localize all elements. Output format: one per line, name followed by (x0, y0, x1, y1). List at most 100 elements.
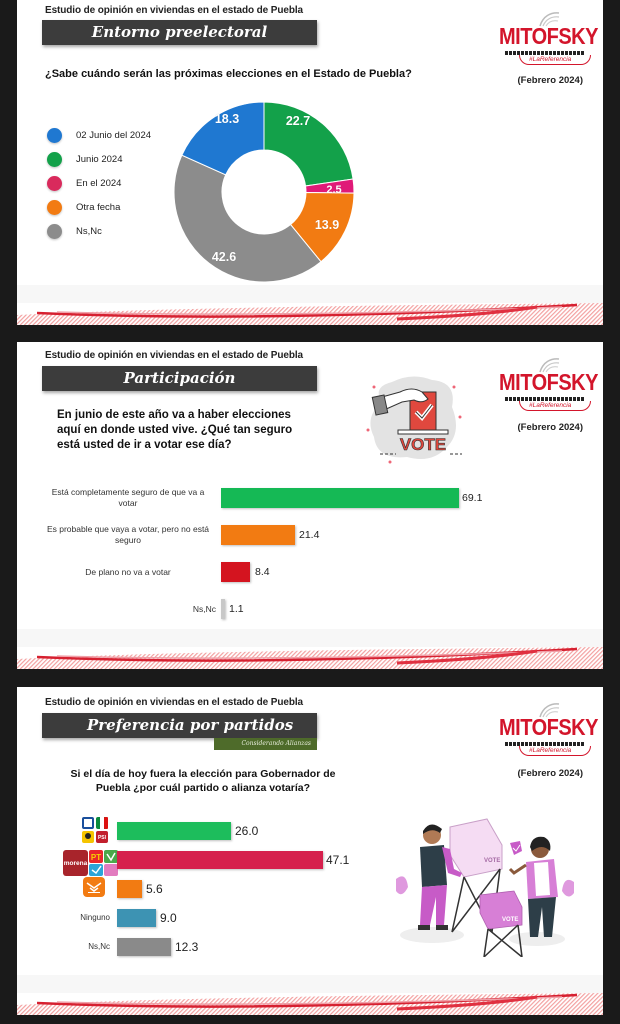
survey-date: (Febrero 2024) (517, 768, 583, 779)
svg-text:PSI: PSI (98, 835, 107, 841)
logo-swirl-icon (539, 358, 560, 373)
bar-label: De plano no va a votar (85, 567, 171, 577)
bar-value: 47.1 (326, 853, 350, 867)
bar-row: Es probable que vaya a votar, pero no es… (17, 522, 603, 550)
bar-label: Está completamente seguro de que va a vo… (51, 487, 205, 508)
bar (221, 488, 459, 508)
svg-text:VOTE: VOTE (400, 435, 446, 454)
legend-item: Ns,Nc (47, 223, 102, 239)
logo-swirl-icon (539, 12, 560, 27)
survey-date: (Febrero 2024) (517, 422, 583, 433)
bar (117, 909, 156, 927)
slide-preferencia-partidos: Estudio de opinión en viviendas en el es… (17, 687, 603, 1015)
bar (221, 562, 250, 582)
legend-swatch (47, 151, 62, 167)
section-title: Preferencia por partidos (42, 713, 317, 738)
question-line: Puebla ¿por cuál partido o alianza votar… (95, 782, 311, 794)
alliance-morena-pt-pvem-logo: morena PT (63, 849, 119, 877)
bar-row: 5.6 (17, 880, 603, 902)
brand-name: MITOFSKY (499, 370, 598, 396)
decorative-wave (17, 285, 603, 325)
decorative-wave (17, 975, 603, 1015)
bar (117, 822, 231, 840)
question-text: En junio de este año va a haber eleccion… (57, 408, 292, 453)
bar-row: Está completamente seguro de que va a vo… (17, 485, 603, 513)
bar-value: 21.4 (299, 529, 320, 541)
legend-item: 02 Junio del 2024 (47, 127, 151, 143)
slice-label: 22.7 (285, 114, 311, 128)
section-subtitle: Considerando Alianzas (214, 738, 317, 750)
brand-tag: #LaReferencia (529, 56, 572, 63)
brand-tag: #LaReferencia (529, 402, 572, 409)
bar (117, 938, 171, 956)
bar-value: 9.0 (160, 911, 177, 925)
section-title: Entorno preelectoral (42, 20, 317, 45)
slice-label: 13.9 (314, 218, 340, 232)
question-line: Si el día de hoy fuera la elección para … (70, 768, 336, 780)
survey-date: (Febrero 2024) (517, 75, 583, 86)
legend-item: En el 2024 (47, 175, 121, 191)
bar-value: 5.6 (146, 882, 163, 896)
vote-box-icon: VOTE (362, 372, 467, 467)
bar-value: 69.1 (462, 492, 483, 504)
question-text: ¿Sabe cuándo serán las próximas eleccion… (45, 68, 412, 80)
legend-item: Junio 2024 (47, 151, 122, 167)
question-text: Si el día de hoy fuera la elección para … (53, 767, 353, 795)
brand-stripe (505, 51, 585, 55)
question-line: En junio de este año va a haber eleccion… (57, 409, 291, 421)
alliance-pan-pri-prd-logo: PSI (81, 816, 109, 844)
legend-swatch (47, 175, 62, 191)
mitofsky-logo: MITOFSKY #LaReferencia (499, 356, 598, 416)
people-voting-illustration: VOTE VOTE (392, 807, 582, 958)
bar-value: 26.0 (235, 824, 259, 838)
bar-row: Ns,Nc 1.1 (17, 596, 603, 624)
mitofsky-logo: MITOFSKY #LaReferencia (499, 701, 598, 761)
slice-label: 2.5 (326, 184, 342, 196)
slide-entorno-preelectoral: Estudio de opinión en viviendas en el es… (17, 0, 603, 325)
legend-swatch (47, 199, 62, 215)
bar-label: Es probable que vaya a votar, pero no es… (46, 524, 210, 545)
bar-row: 26.0 (17, 822, 603, 844)
donut-svg (173, 101, 355, 283)
bar (117, 851, 323, 869)
legend-item: Otra fecha (47, 199, 120, 215)
brand-tag: #LaReferencia (529, 747, 572, 754)
slice-label: 18.3 (214, 112, 240, 126)
legend-label: 02 Junio del 2024 (76, 129, 152, 141)
bar (117, 880, 142, 898)
decorative-wave (17, 629, 603, 669)
slice-label: 42.6 (211, 250, 237, 264)
bar-row: De plano no va a votar 8.4 (17, 559, 603, 587)
brand-name: MITOFSKY (499, 24, 598, 50)
study-title: Estudio de opinión en viviendas en el es… (45, 697, 303, 708)
slide-participacion: Estudio de opinión en viviendas en el es… (17, 342, 603, 669)
logo-swirl-icon (539, 703, 560, 718)
mitofsky-logo: MITOFSKY #LaReferencia (499, 10, 598, 70)
legend-label: Junio 2024 (76, 153, 123, 165)
bar-label: Ns,Nc (192, 604, 216, 614)
donut-slice (181, 101, 265, 176)
question-line: está usted de ir a votar ese día? (57, 439, 232, 451)
svg-text:VOTE: VOTE (484, 858, 500, 864)
bar (221, 599, 225, 619)
study-title: Estudio de opinión en viviendas en el es… (45, 5, 303, 16)
bar-label: Ninguno (80, 913, 110, 922)
bar-value: 12.3 (175, 940, 199, 954)
svg-text:PT: PT (91, 853, 101, 862)
bar-row: 47.1 (17, 851, 603, 873)
legend-label: En el 2024 (76, 177, 122, 189)
legend-label: Ns,Nc (76, 225, 102, 237)
mc-logo (83, 877, 105, 897)
donut-chart: 18.3 22.7 2.5 13.9 42.6 (172, 100, 356, 284)
donut-slice (173, 154, 322, 283)
question-line: aquí en donde usted vive. ¿Qué tan segur… (57, 424, 293, 436)
brand-stripe (505, 397, 585, 401)
legend-label: Otra fecha (76, 201, 121, 213)
section-title: Participación (42, 366, 317, 391)
svg-text:VOTE: VOTE (502, 917, 518, 923)
brand-stripe (505, 742, 585, 746)
legend-swatch (47, 223, 62, 239)
bar-value: 8.4 (255, 566, 270, 578)
bar-label: Ns,Nc (88, 942, 110, 951)
study-title: Estudio de opinión en viviendas en el es… (45, 350, 303, 361)
